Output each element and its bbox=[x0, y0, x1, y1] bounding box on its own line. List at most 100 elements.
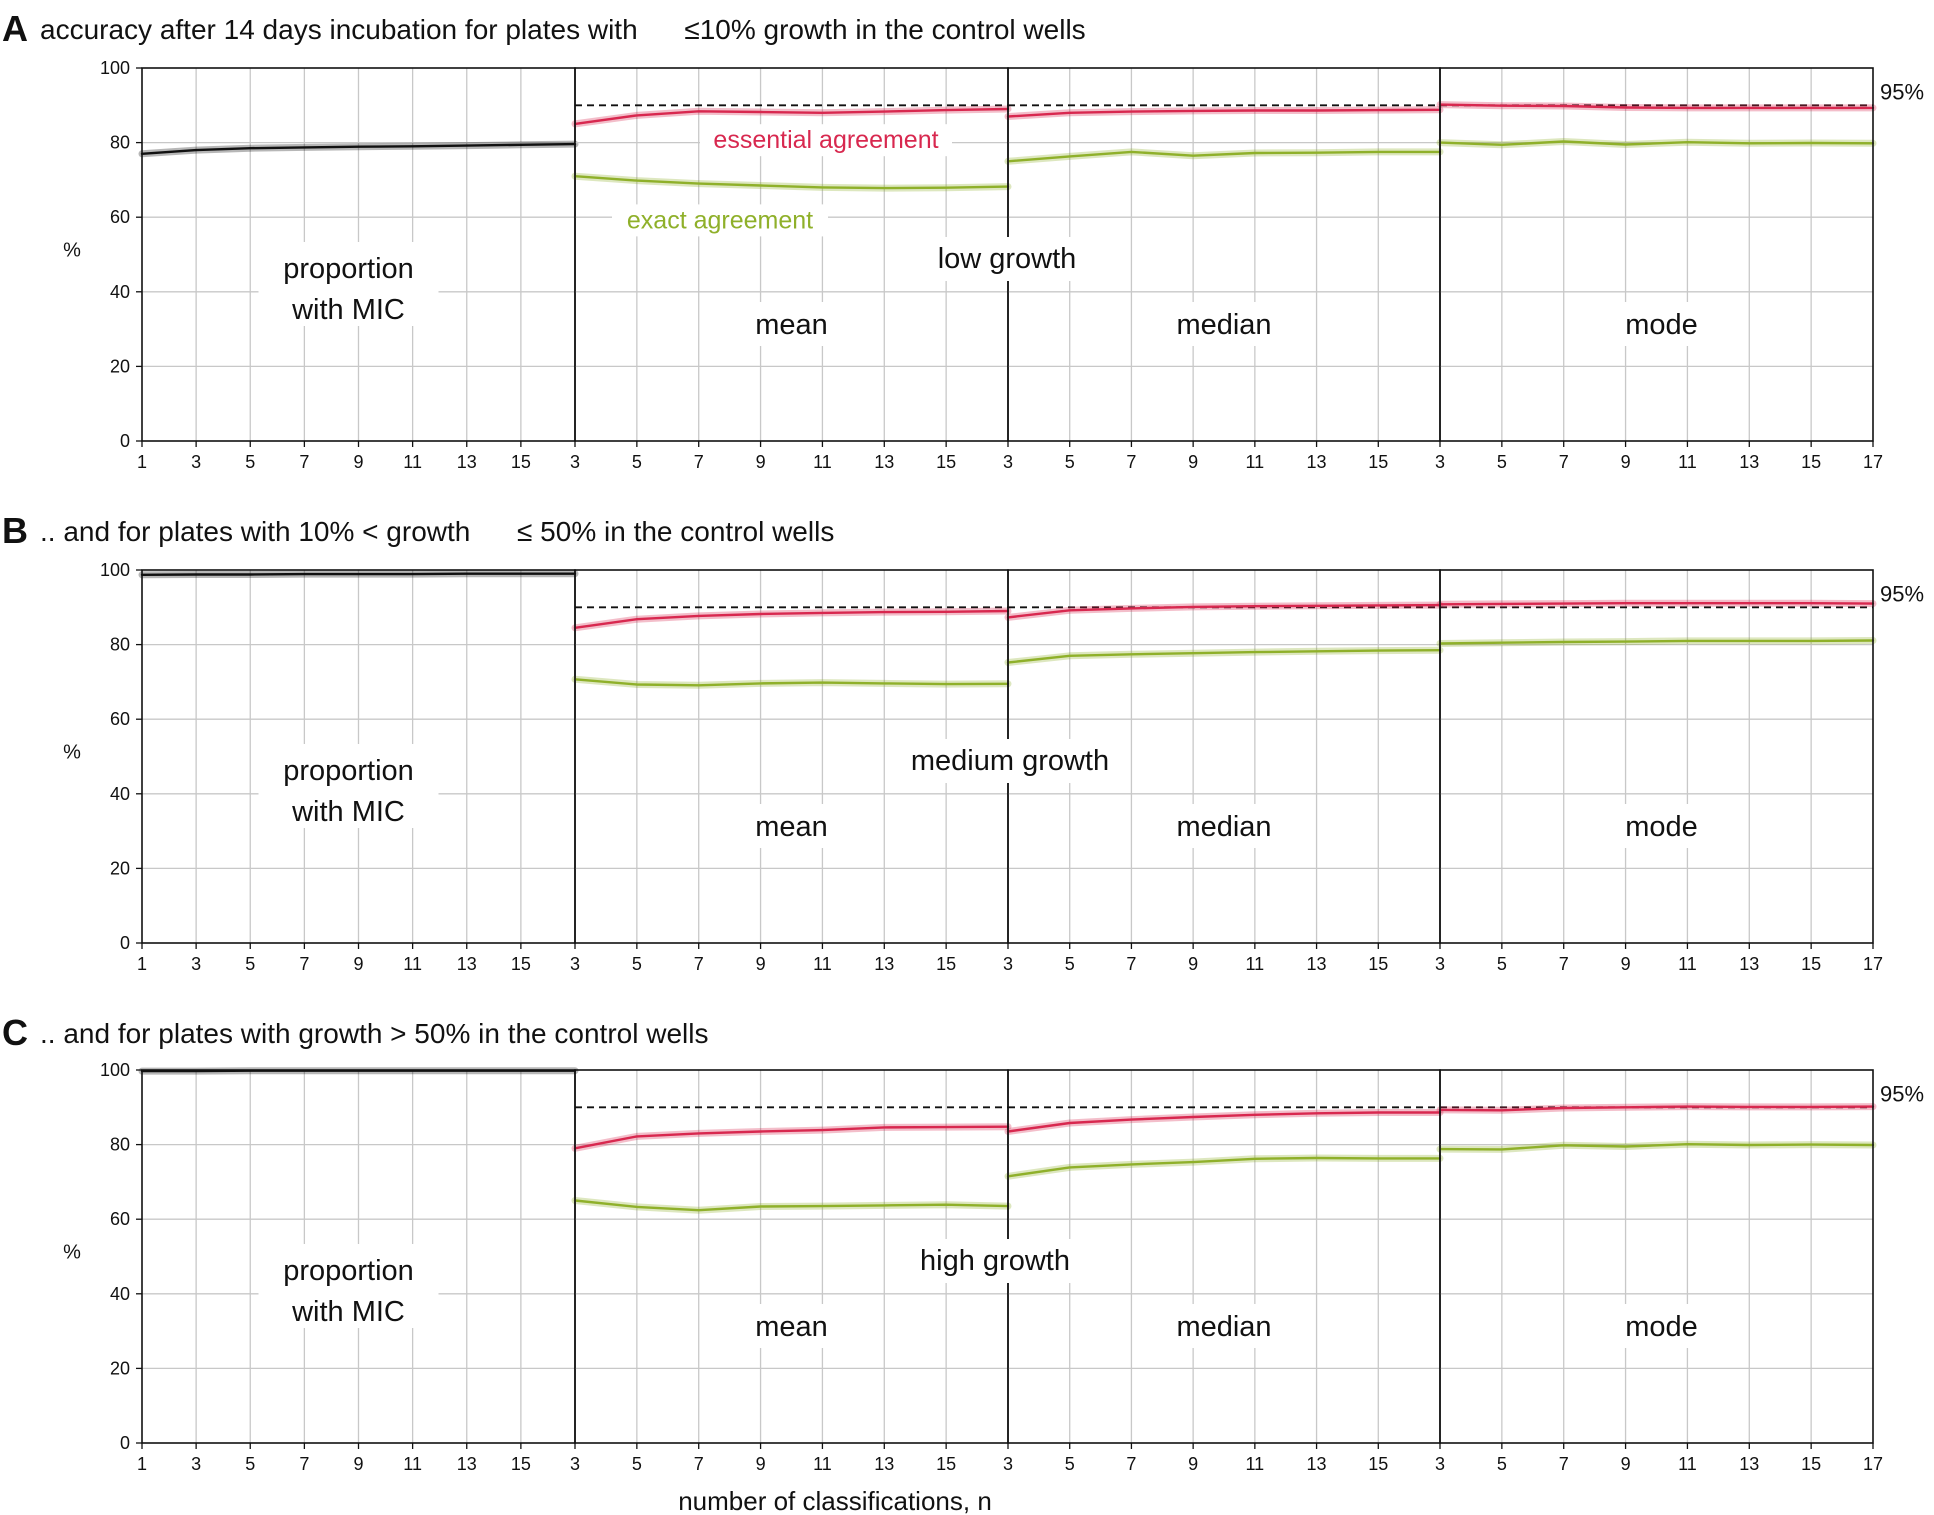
x-tick-label: 17 bbox=[1863, 452, 1883, 472]
series-line-essential bbox=[1438, 1105, 1875, 1112]
data-point-proportion bbox=[357, 145, 360, 148]
data-point-proportion bbox=[520, 144, 522, 146]
data-point-essential bbox=[1686, 107, 1689, 109]
data-point-exact bbox=[636, 1206, 638, 1208]
facet-label: mean bbox=[736, 804, 847, 848]
facet-label-text: with MIC bbox=[291, 796, 405, 828]
x-tick-label: 3 bbox=[1435, 1454, 1445, 1474]
growth-label-bg bbox=[912, 237, 1102, 281]
data-point-essential bbox=[1562, 105, 1565, 107]
data-point-proportion bbox=[520, 572, 522, 575]
data-point-exact bbox=[636, 179, 638, 182]
x-tick-label: 3 bbox=[191, 954, 201, 974]
x-tick-label: 11 bbox=[813, 452, 832, 472]
series-line-essential bbox=[1006, 603, 1442, 619]
data-point-exact bbox=[1501, 144, 1503, 146]
data-point-essential bbox=[1501, 603, 1503, 605]
data-point-essential bbox=[1562, 602, 1565, 605]
data-point-essential bbox=[1810, 1106, 1812, 1108]
x-tick-label: 15 bbox=[936, 954, 956, 974]
y-axis-label: % bbox=[63, 1242, 81, 1264]
facet-label-bg bbox=[736, 804, 847, 848]
x-tick-label: 15 bbox=[1368, 1454, 1388, 1474]
x-tick-label: 7 bbox=[299, 1454, 309, 1474]
data-point-exact bbox=[1254, 152, 1256, 154]
data-point-exact bbox=[1192, 1161, 1194, 1163]
y-tick-label: 100 bbox=[100, 58, 130, 78]
data-point-exact bbox=[1068, 155, 1071, 158]
data-point-essential bbox=[636, 618, 638, 621]
x-tick-label: 13 bbox=[1307, 954, 1327, 974]
data-point-essential bbox=[1068, 609, 1071, 612]
y-tick-label: 60 bbox=[110, 709, 130, 729]
data-point-exact bbox=[1377, 1157, 1380, 1160]
x-tick-label: 5 bbox=[245, 452, 255, 472]
data-point-exact bbox=[821, 681, 824, 684]
data-point-exact bbox=[1068, 1166, 1071, 1169]
data-point-essential bbox=[759, 1130, 762, 1133]
y-tick-label: 20 bbox=[110, 1358, 130, 1378]
y-axis-label: % bbox=[63, 240, 81, 262]
facet-label: mean bbox=[736, 302, 847, 346]
data-point-exact bbox=[1377, 649, 1380, 652]
growth-label-bg bbox=[900, 1239, 1090, 1283]
x-tick-label: 9 bbox=[756, 1454, 766, 1474]
facet-label-bg bbox=[1601, 804, 1722, 848]
data-point-essential bbox=[1192, 606, 1194, 608]
data-point-exact bbox=[1686, 1143, 1689, 1146]
data-point-exact bbox=[1254, 1157, 1256, 1160]
series-line-essential bbox=[573, 609, 1010, 629]
facet-label-bg bbox=[1164, 1304, 1284, 1348]
x-tick-label: 3 bbox=[570, 452, 580, 472]
data-point-exact bbox=[821, 186, 824, 189]
y-tick-label: 100 bbox=[100, 560, 130, 580]
data-point-essential bbox=[1254, 1113, 1256, 1116]
growth-label: high growth bbox=[900, 1239, 1090, 1283]
x-tick-label: 13 bbox=[874, 452, 894, 472]
data-point-essential bbox=[883, 110, 886, 113]
data-point-essential bbox=[1377, 1111, 1380, 1114]
x-tick-label: 1 bbox=[137, 1454, 147, 1474]
data-point-essential bbox=[1624, 1106, 1627, 1109]
x-tick-label: 5 bbox=[1497, 1454, 1507, 1474]
x-tick-label: 13 bbox=[874, 954, 894, 974]
facet-label-text: mean bbox=[755, 1311, 828, 1343]
facet-label-bg bbox=[258, 242, 439, 326]
data-point-essential bbox=[759, 613, 762, 615]
facet-label: mode bbox=[1601, 1304, 1722, 1348]
facet-median: 3 5 7 9 11 13 15 median bbox=[1003, 569, 1444, 974]
data-point-essential bbox=[945, 109, 947, 111]
x-tick-label: 9 bbox=[353, 1454, 363, 1474]
data-point-exact bbox=[759, 682, 762, 685]
facet-label-text: mean bbox=[755, 309, 828, 341]
data-point-essential bbox=[883, 1126, 886, 1129]
x-tick-label: 5 bbox=[632, 954, 642, 974]
data-point-essential bbox=[1748, 107, 1751, 109]
y-tick-label: 0 bbox=[120, 1433, 130, 1453]
x-tick-label: 13 bbox=[457, 1454, 477, 1474]
facet-label-text: mode bbox=[1625, 811, 1698, 843]
facet-mode: 3 5 7 9 11 13 15 17 mode bbox=[1435, 67, 1883, 472]
x-tick-label: 7 bbox=[299, 954, 309, 974]
data-point-essential bbox=[697, 1132, 700, 1135]
series-line-essential bbox=[1438, 602, 1875, 606]
x-tick-label: 13 bbox=[1739, 1454, 1759, 1474]
y-tick-label: 40 bbox=[110, 784, 130, 804]
x-tick-label: 17 bbox=[1863, 1454, 1883, 1474]
data-point-exact bbox=[1192, 154, 1194, 157]
data-point-essential bbox=[1254, 605, 1256, 607]
x-tick-label: 15 bbox=[1801, 954, 1821, 974]
data-point-essential bbox=[1130, 1118, 1133, 1121]
x-tick-label: 3 bbox=[1003, 452, 1013, 472]
data-point-exact bbox=[636, 683, 638, 686]
data-point-essential bbox=[1562, 1107, 1565, 1109]
data-point-exact bbox=[945, 186, 947, 189]
facet-label-text: proportion bbox=[283, 755, 414, 787]
data-point-essential bbox=[1130, 110, 1133, 113]
data-point-exact bbox=[1501, 1148, 1503, 1151]
x-tick-label: 3 bbox=[191, 452, 201, 472]
facet-label-bg bbox=[1164, 302, 1284, 346]
series-line-exact bbox=[1438, 140, 1875, 147]
y-tick-label: 80 bbox=[110, 133, 130, 153]
